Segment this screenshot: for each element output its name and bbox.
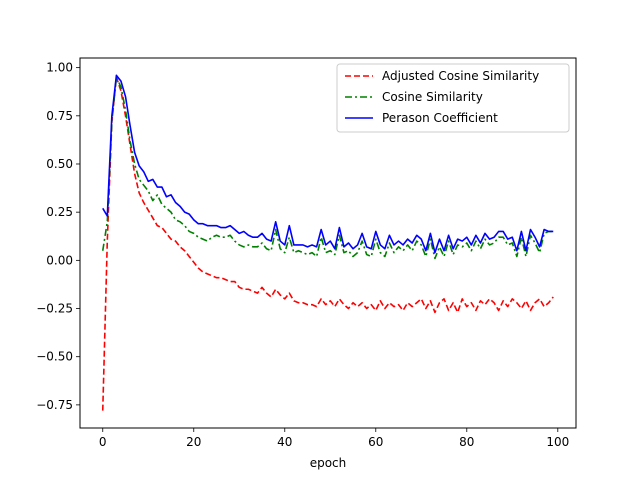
series-line-2 bbox=[102, 74, 554, 254]
plot-frame bbox=[79, 57, 577, 429]
plot-lines bbox=[101, 74, 554, 411]
y-tick-label: 0.75 bbox=[46, 109, 73, 123]
legend-label: Cosine Similarity bbox=[382, 90, 483, 104]
y-tick-label: 0.00 bbox=[46, 253, 73, 267]
x-axis-title: epoch bbox=[310, 456, 347, 470]
series-line-1 bbox=[101, 76, 554, 260]
legend: Adjusted Cosine Similarity Cosine Similar… bbox=[336, 63, 570, 133]
x-axis: 0 20 40 60 80 100 bbox=[99, 428, 569, 449]
x-tick-label: 60 bbox=[368, 435, 383, 449]
y-tick-label: −0.75 bbox=[36, 398, 73, 412]
y-tick-label: −0.50 bbox=[36, 350, 73, 364]
legend-label: Perason Coefficient bbox=[382, 111, 498, 125]
x-tick-label: 20 bbox=[186, 435, 201, 449]
y-axis: −0.75 −0.50 −0.25 0.00 0.25 0.50 0.75 1.00 bbox=[36, 61, 80, 412]
y-tick-label: 0.50 bbox=[46, 157, 73, 171]
y-tick-label: 1.00 bbox=[46, 61, 73, 75]
y-tick-label: −0.25 bbox=[36, 302, 73, 316]
x-tick-label: 100 bbox=[546, 435, 569, 449]
x-tick-label: 40 bbox=[277, 435, 292, 449]
legend-box bbox=[336, 63, 570, 133]
legend-label: Adjusted Cosine Similarity bbox=[382, 69, 539, 83]
y-tick-label: 0.25 bbox=[46, 205, 73, 219]
x-tick-label: 0 bbox=[99, 435, 107, 449]
x-tick-label: 80 bbox=[459, 435, 474, 449]
series-line-0 bbox=[101, 76, 554, 411]
